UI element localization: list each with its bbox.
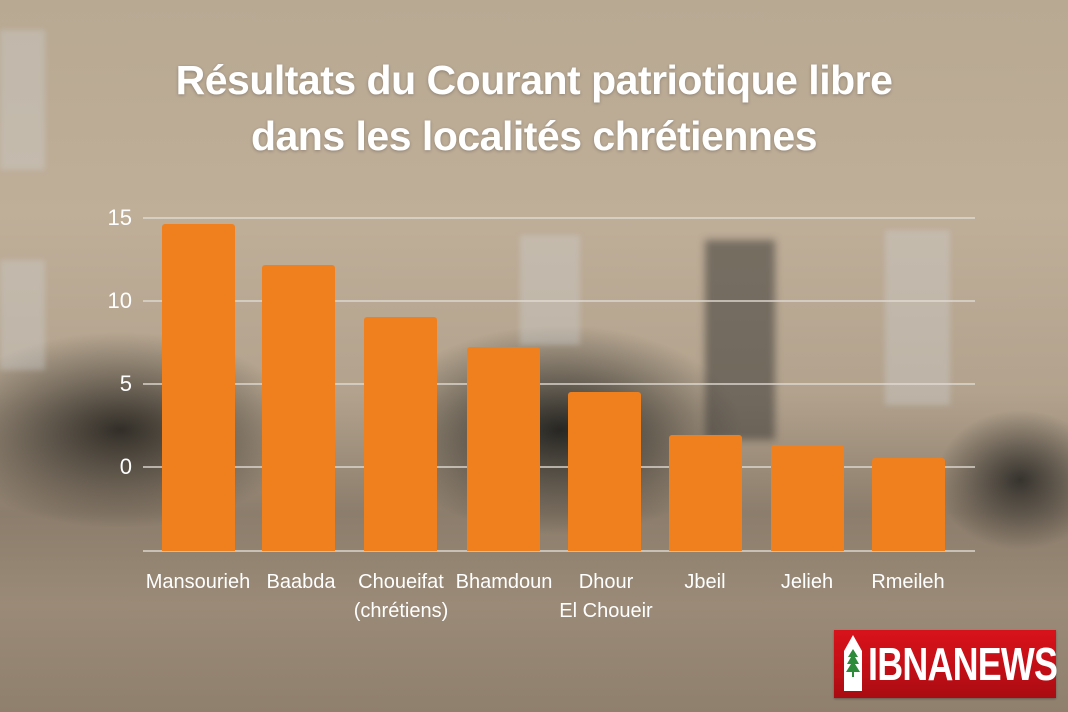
bar [568,392,641,551]
pen-nib-cedar-icon [844,635,862,691]
gridline [143,300,975,302]
gridline [143,217,975,219]
y-tick-label: 5 [119,371,132,396]
logo-text: IBNANEWS [868,638,1058,690]
x-tick-label: Choueifat (chrétiens) [353,571,449,622]
blurred-window [0,260,45,370]
bar [467,347,540,551]
bar [771,445,844,551]
chart-title: Résultats du Courant patriotique libre d… [0,52,1068,164]
x-tick-label: Bhamdoun [455,571,553,593]
x-tick-label: Baabda [266,571,336,593]
bar [669,435,742,551]
blurred-window [0,30,45,170]
gridline [143,466,975,468]
bar [262,265,335,551]
y-tick-label: 15 [107,205,132,230]
blurred-door [705,240,775,440]
gridline [143,383,975,385]
blurred-window [520,235,580,345]
baseline [143,550,975,552]
x-tick-label: Jbeil [684,571,726,593]
chart-title-line2: dans les localités chrétiennes [250,113,818,159]
y-tick-label: 0 [119,454,132,479]
chart-title-line1: Résultats du Courant patriotique libre [175,57,893,103]
bar [872,458,945,551]
x-tick-label: Mansourieh [145,571,251,593]
bar [364,317,437,551]
y-tick-label: 10 [107,288,132,313]
ibnanews-logo[interactable]: IBNANEWS [834,630,1058,698]
bar [162,224,235,551]
x-tick-label: Jelieh [780,571,834,593]
x-tick-label: Dhour El Choueir [559,571,653,622]
x-tick-label: Rmeileh [871,571,945,593]
blurred-window [885,230,950,405]
